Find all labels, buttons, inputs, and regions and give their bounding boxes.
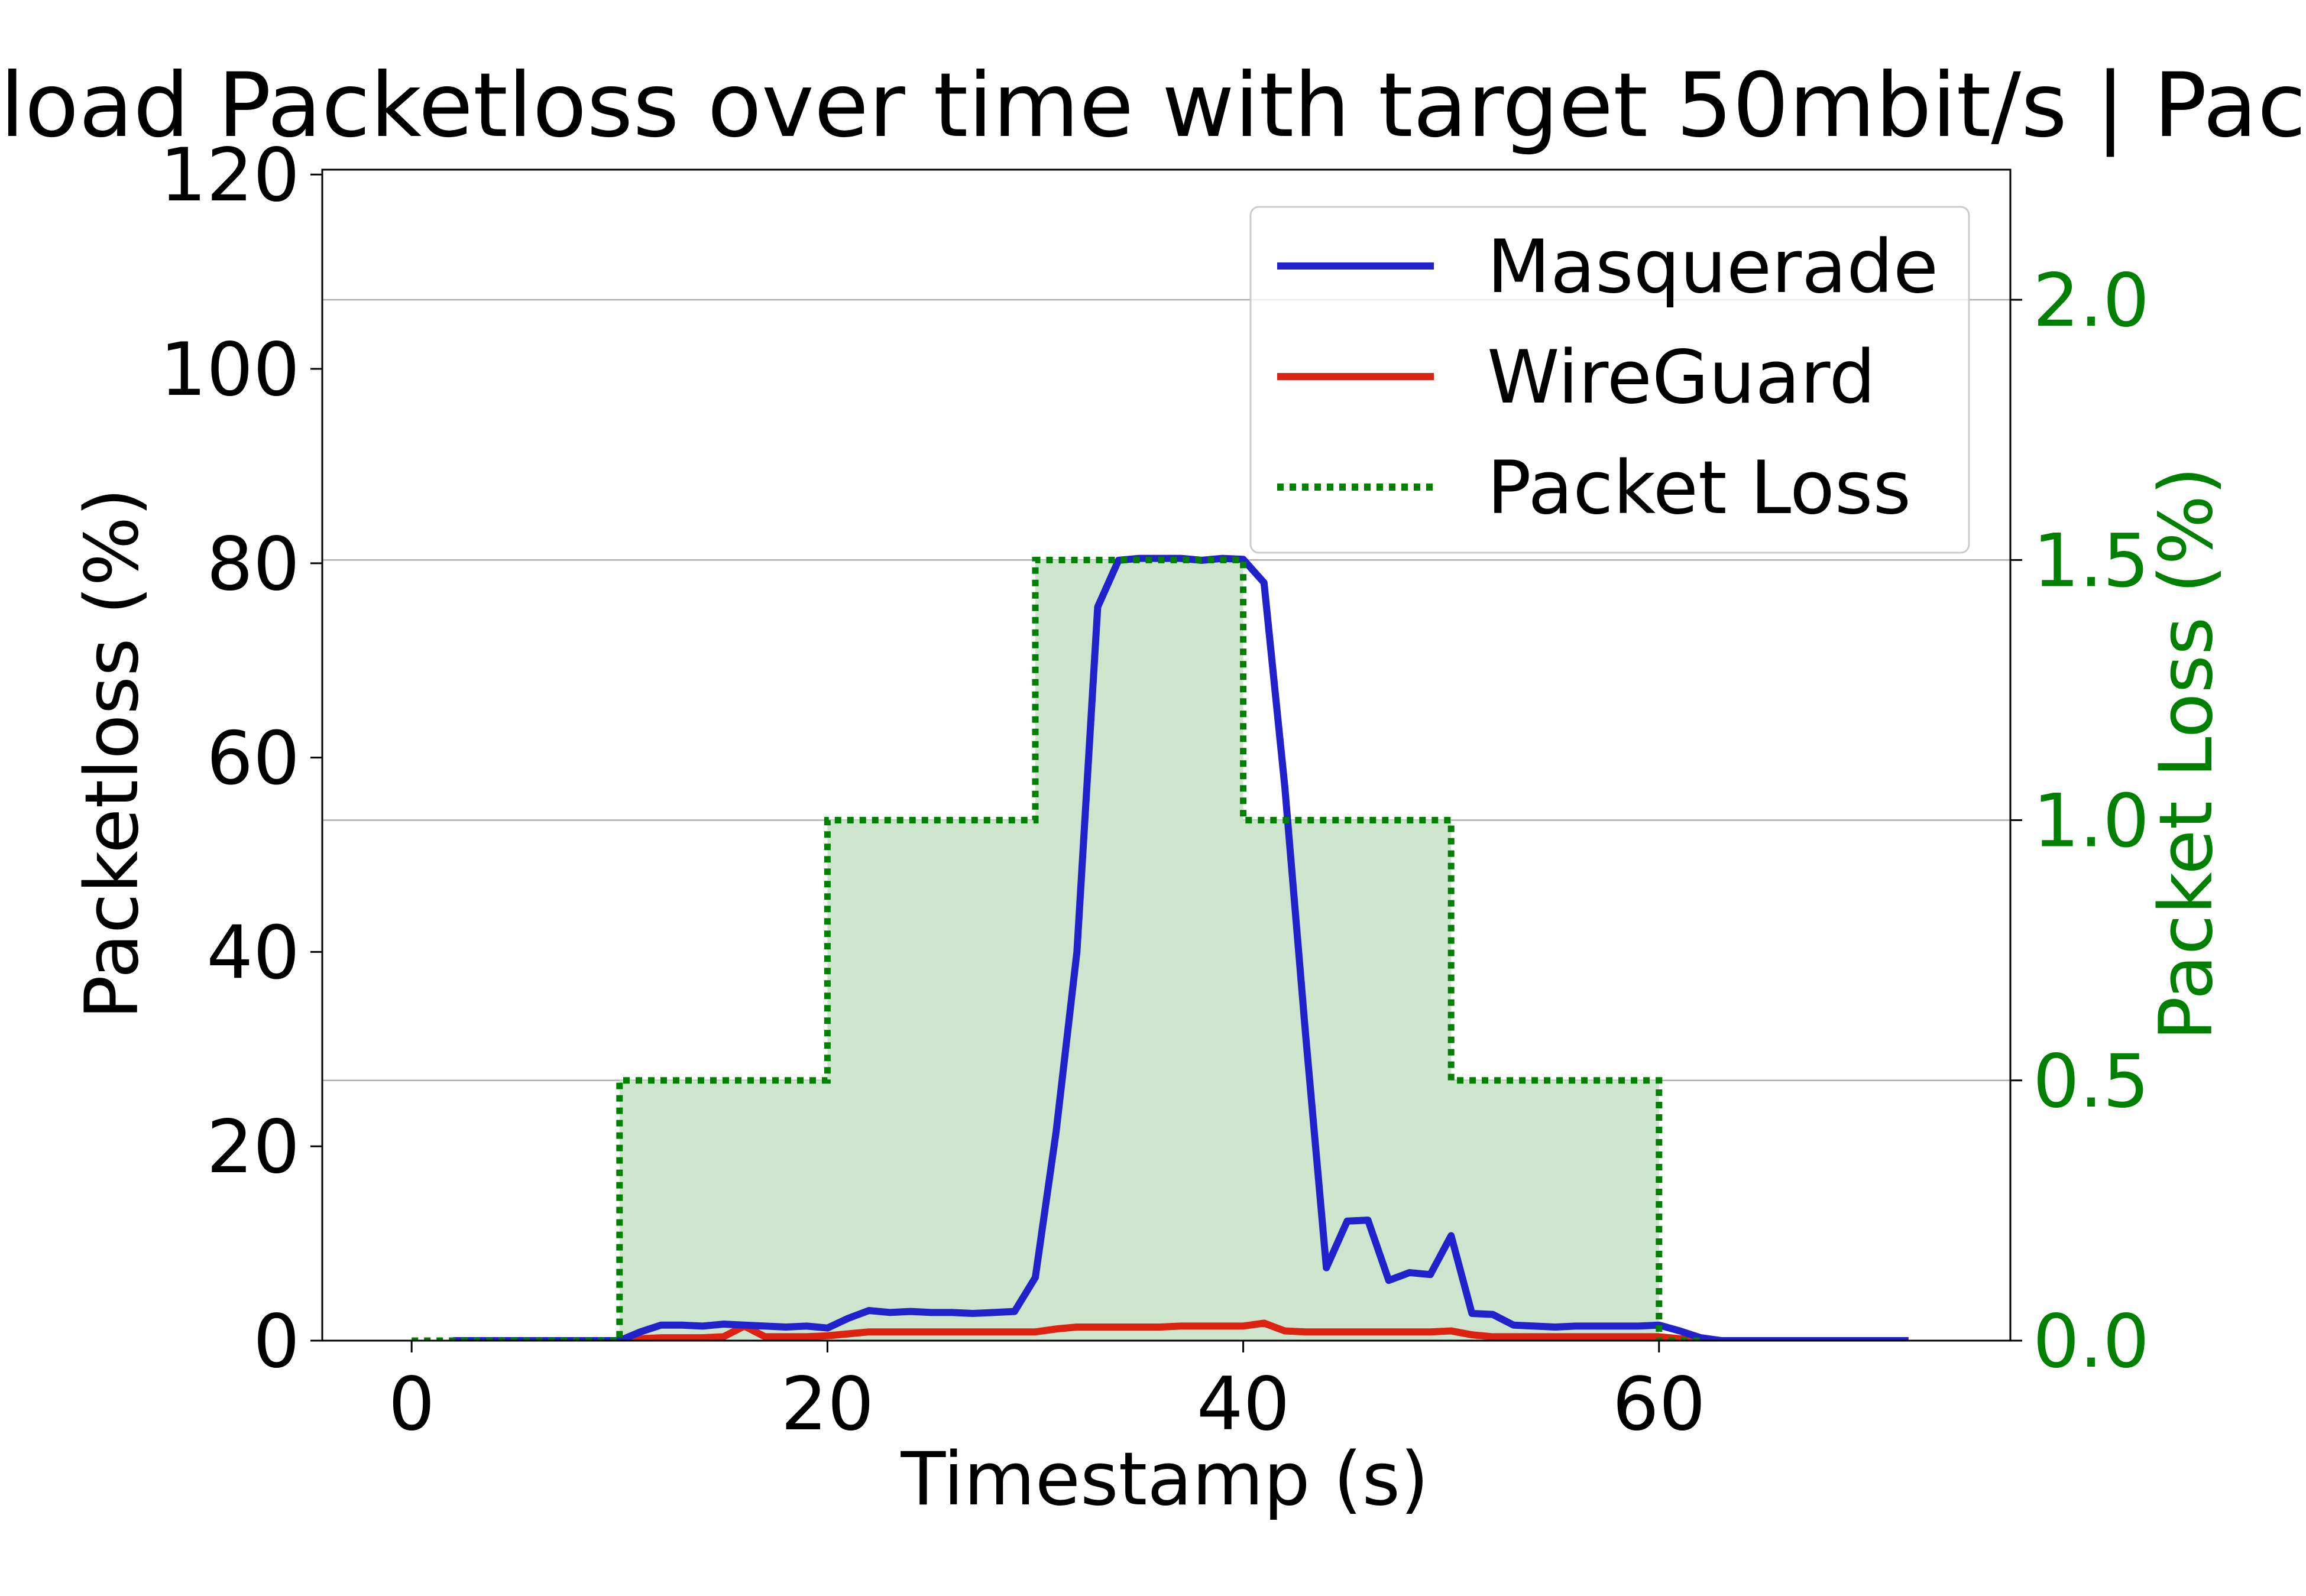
packet-loss-area [412,560,1701,1341]
legend-box [1249,206,1970,554]
x-tick-label: 40 [1197,1362,1290,1447]
y-axis-label: Packetloss (%) [70,488,155,1019]
y-tick-label: 20 [206,1105,300,1190]
series-line-packet-loss [412,556,1701,1341]
series-line-masquerade [453,554,1909,1341]
legend: Masquerade WireGuard Packet Loss [1249,206,1970,554]
plot-frame [321,168,2012,1342]
legend-label: Packet Loss [1487,446,1911,531]
y-tick-label: 0 [253,1299,300,1384]
x-tick-label: 20 [780,1362,874,1447]
y-tick-label: 40 [206,910,300,995]
axes: 0 20 40 60 0 20 40 60 80 100 120 0.0 0.5 1.0 1.5 2.0 [160,133,2149,1447]
y2-tick-label: 0.0 [2033,1299,2149,1384]
packet-loss-fill [412,560,1701,1341]
y2-tick-label: 0.5 [2033,1039,2149,1124]
y2-axis-label: Packet Loss (%) [2144,466,2229,1040]
y2-tick-label: 1.0 [2033,779,2149,864]
x-axis-label: Timestamp (s) [901,1437,1429,1522]
y-tick-label: 120 [160,133,300,218]
legend-label: Masquerade [1487,225,1938,310]
chart-title: load Packetloss over time with target 50… [0,54,2306,157]
x-tick-label: 0 [388,1362,435,1447]
y2-tick-label: 1.5 [2033,518,2149,604]
y2-tick-label: 2.0 [2033,258,2149,343]
x-tick-label: 60 [1612,1362,1706,1447]
series-lines [412,554,1909,1341]
y-tick-label: 60 [206,716,300,802]
legend-label: WireGuard [1487,335,1876,420]
y-tick-label: 100 [160,327,300,413]
y-tick-label: 80 [206,522,300,607]
series-line-wireguard [453,1319,1909,1341]
